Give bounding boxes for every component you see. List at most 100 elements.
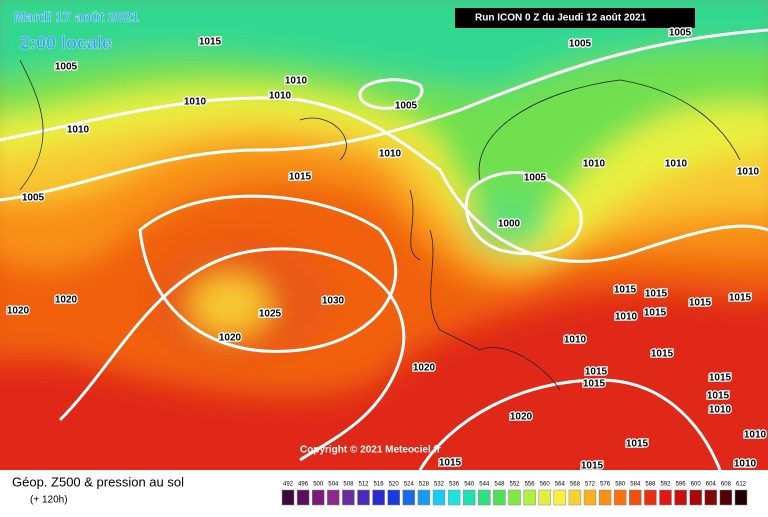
scale-swatch xyxy=(538,489,551,506)
isobar-label: 1010 xyxy=(737,167,760,178)
isobar-label: 1010 xyxy=(379,149,402,160)
scale-swatch xyxy=(508,489,521,506)
isobar-label: 1005 xyxy=(669,28,692,39)
isobar-label: 1005 xyxy=(569,39,592,50)
scale-label: 596 xyxy=(676,482,687,488)
scale-label: 608 xyxy=(721,482,732,488)
scale-label: 592 xyxy=(660,482,671,488)
isobar-label: 1015 xyxy=(199,37,222,48)
scale-label: 536 xyxy=(449,482,460,488)
isobar-label: 1020 xyxy=(219,333,242,344)
isobar-label: 1005 xyxy=(524,173,547,184)
isobar-label: 1015 xyxy=(581,461,604,472)
forecast-date: Mardi 17 août 2021 xyxy=(14,9,139,25)
scale-label: 504 xyxy=(328,482,339,488)
coastlines xyxy=(19,59,741,391)
isobar-label: 1010 xyxy=(734,459,757,470)
scale-label: 560 xyxy=(540,482,551,488)
scale-swatch xyxy=(704,489,718,506)
isobar-label: 1015 xyxy=(583,379,606,390)
isobar-label: 1000 xyxy=(498,219,521,230)
scale-label: 572 xyxy=(585,482,596,488)
scale-swatch xyxy=(478,489,491,506)
isobar-label: 1010 xyxy=(564,335,587,346)
scale-label: 532 xyxy=(434,482,445,488)
isobar-label: 1015 xyxy=(709,373,732,384)
isobar-label: 1015 xyxy=(289,172,312,183)
isobar-label: 1015 xyxy=(644,308,667,319)
copyright: Copyright © 2021 Meteociel.fr xyxy=(300,445,441,456)
isobar-label: 1010 xyxy=(269,91,292,102)
scale-label: 520 xyxy=(389,482,400,488)
scale-label: 508 xyxy=(343,482,354,488)
isobar-label: 1025 xyxy=(259,309,282,320)
scale-label: 580 xyxy=(615,482,626,488)
legend-title: Géop. Z500 & pression au sol xyxy=(12,474,184,489)
scale-swatch xyxy=(281,489,295,506)
scale-swatch xyxy=(523,489,536,506)
isobar-label: 1020 xyxy=(510,412,533,423)
scale-swatch xyxy=(583,489,597,506)
isobar-label: 1020 xyxy=(413,363,436,374)
scale-swatch xyxy=(674,489,687,506)
scale-label: 564 xyxy=(555,482,566,488)
scale-label: 576 xyxy=(600,482,611,488)
scale-swatch xyxy=(296,489,310,506)
scale-swatch xyxy=(659,489,672,506)
isobar-label: 1010 xyxy=(285,76,308,87)
isobar-label: 1015 xyxy=(585,367,608,378)
scale-label: 568 xyxy=(570,482,581,488)
isobar-label: 1030 xyxy=(322,296,345,307)
legend-lead: (+ 120h) xyxy=(30,495,68,506)
scale-label: 524 xyxy=(404,482,415,488)
scale-swatch xyxy=(372,489,385,506)
run-info: Run ICON 0 Z du Jeudi 12 août 2021 xyxy=(475,13,647,24)
isobar-label: 1015 xyxy=(614,285,637,296)
scale-label: 540 xyxy=(464,482,475,488)
scale-swatch xyxy=(342,489,355,506)
scale-label: 500 xyxy=(313,482,324,488)
scale-label: 496 xyxy=(298,482,309,488)
scale-label: 584 xyxy=(630,482,641,488)
scale-label: 548 xyxy=(494,482,505,488)
scale-label: 492 xyxy=(283,482,294,488)
scale-label: 512 xyxy=(358,482,369,488)
isobar-label: 1020 xyxy=(7,306,30,317)
isobar-label: 1010 xyxy=(67,125,90,136)
scale-swatch xyxy=(553,489,567,506)
scale-swatch xyxy=(417,489,431,506)
scale-label: 528 xyxy=(419,482,430,488)
forecast-time: 2:00 locale xyxy=(20,33,112,53)
isobar-label: 1015 xyxy=(651,349,674,360)
scale-swatch xyxy=(462,489,476,506)
isobar-label: 1015 xyxy=(729,293,752,304)
scale-label: 516 xyxy=(374,482,385,488)
isobar-label: 1015 xyxy=(439,458,462,469)
scale-label: 600 xyxy=(691,482,702,488)
isobars xyxy=(0,28,768,471)
isobar-label: 1010 xyxy=(615,312,638,323)
isobar-label: 1010 xyxy=(184,97,207,108)
scale-swatch xyxy=(493,489,506,506)
scale-swatch xyxy=(387,489,400,506)
isobar-label: 1010 xyxy=(744,430,767,441)
isobar-label: 1010 xyxy=(665,159,688,170)
scale-swatch xyxy=(357,489,370,506)
scale-swatch xyxy=(432,489,446,506)
scale-swatch xyxy=(613,489,627,506)
scale-swatch xyxy=(447,489,461,506)
isobar-label: 1015 xyxy=(626,439,649,450)
isobar-label: 1010 xyxy=(583,159,606,170)
scale-label: 552 xyxy=(509,482,520,488)
scale-swatch xyxy=(629,489,642,506)
scale-label: 544 xyxy=(479,482,490,488)
isobar-label: 1015 xyxy=(689,298,712,309)
scale-label: 556 xyxy=(525,482,536,488)
isobar-label: 1020 xyxy=(55,295,78,306)
isobar-label: 1015 xyxy=(707,391,730,402)
scale-swatch xyxy=(644,489,657,506)
scale-swatch xyxy=(719,489,733,506)
scale-swatch xyxy=(689,489,702,506)
